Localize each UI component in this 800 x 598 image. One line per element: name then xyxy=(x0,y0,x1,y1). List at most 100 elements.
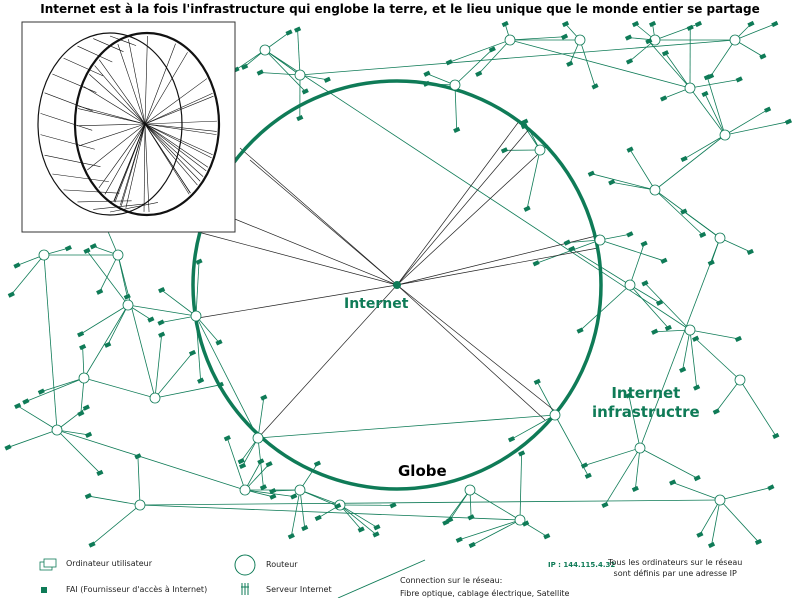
router-node xyxy=(534,144,546,156)
globe-spokes xyxy=(197,119,601,439)
user-computer-node xyxy=(518,450,526,457)
user-computer-node xyxy=(568,245,576,253)
user-computer-node xyxy=(357,526,365,533)
diagram-title: Internet est à la fois l'infrastructure … xyxy=(40,2,760,16)
network-link xyxy=(611,181,656,191)
network-link xyxy=(454,84,458,130)
user-computer-node xyxy=(442,519,450,526)
router-node xyxy=(38,249,50,261)
user-computer-node xyxy=(301,524,309,532)
user-computer-node xyxy=(521,118,529,125)
user-computer-node xyxy=(680,208,688,215)
inset-line xyxy=(144,95,214,125)
globe-spoke xyxy=(239,147,398,286)
user-computer-node xyxy=(287,533,295,540)
network-link xyxy=(471,519,521,546)
user-computer-node xyxy=(265,461,273,468)
user-computer-node xyxy=(759,53,767,60)
user-computer-node xyxy=(7,291,15,298)
router-node xyxy=(574,34,586,46)
connection-icon xyxy=(337,559,426,598)
user-computer-node xyxy=(259,484,267,491)
network-link xyxy=(695,338,741,381)
user-computer-node xyxy=(631,485,639,492)
network-link xyxy=(91,504,141,545)
globe-spoke xyxy=(396,127,531,286)
user-computer-node xyxy=(197,377,205,384)
user-computer-node xyxy=(158,331,166,338)
user-computer-node xyxy=(223,435,231,442)
inset-line xyxy=(113,123,146,202)
inset-line xyxy=(144,123,190,195)
network-link xyxy=(235,49,266,71)
network-link xyxy=(43,254,58,431)
network-link xyxy=(591,173,656,191)
infrastructure-label: Internet infrastructre xyxy=(592,384,700,422)
inset-line xyxy=(144,123,150,212)
user-computer-node xyxy=(453,126,461,133)
isp-icon xyxy=(41,587,47,593)
network-link xyxy=(99,254,119,292)
network-link xyxy=(715,379,741,412)
internet-label: Internet xyxy=(344,296,409,312)
router-node xyxy=(190,310,202,322)
network-link xyxy=(535,239,601,264)
network-link xyxy=(339,504,377,535)
network-link xyxy=(511,414,556,440)
network-link xyxy=(56,429,101,474)
inset-line xyxy=(143,123,146,212)
user-computer-node xyxy=(372,531,380,538)
user-computer-node xyxy=(445,59,453,66)
globe-spoke xyxy=(396,284,546,421)
globe-spoke xyxy=(396,119,521,286)
user-computer-node xyxy=(651,328,659,335)
network-link xyxy=(654,189,721,239)
user-computer-node xyxy=(269,487,277,495)
user-computer-node xyxy=(701,90,709,98)
user-computer-node xyxy=(22,398,30,405)
user-computer-node xyxy=(522,520,530,527)
inset-line xyxy=(144,123,213,156)
user-computer-node xyxy=(747,20,755,28)
inset-line xyxy=(77,45,113,63)
inset-line xyxy=(94,65,146,125)
network-link xyxy=(579,284,631,331)
user-computer-node xyxy=(707,73,715,80)
network-link xyxy=(339,504,378,528)
user-computer-node xyxy=(467,514,475,521)
network-link xyxy=(257,397,265,439)
network-link xyxy=(244,461,262,491)
user-computer-node xyxy=(64,245,72,252)
network-link xyxy=(699,499,721,535)
inset-line xyxy=(40,134,95,150)
user-computer-node xyxy=(660,257,668,264)
router-node xyxy=(252,432,264,444)
user-computer-node xyxy=(82,404,90,411)
network-link xyxy=(689,79,740,89)
network-link xyxy=(509,39,691,89)
legend-router: Routeur xyxy=(266,560,298,569)
router-node xyxy=(514,514,526,526)
user-computer-node xyxy=(694,20,703,28)
router-node xyxy=(684,324,696,336)
network-link xyxy=(154,334,163,399)
ip-example: IP : 144.115.4.32 xyxy=(548,561,616,569)
router-node xyxy=(464,484,476,496)
network-link xyxy=(264,49,306,92)
network-link xyxy=(509,36,565,41)
inset-line xyxy=(144,92,213,125)
user-computer-node xyxy=(188,349,197,356)
network-link xyxy=(154,352,193,399)
inset-line xyxy=(87,123,146,171)
network-link xyxy=(25,377,85,402)
network-link xyxy=(290,489,301,537)
user-computer-node xyxy=(260,394,268,401)
network-link xyxy=(299,489,341,506)
user-computer-node xyxy=(14,402,22,409)
inset-back-sphere xyxy=(37,32,183,216)
router-node xyxy=(714,232,726,244)
inset-line xyxy=(109,35,137,46)
user-computer-node xyxy=(772,432,780,439)
network-link xyxy=(682,329,691,370)
